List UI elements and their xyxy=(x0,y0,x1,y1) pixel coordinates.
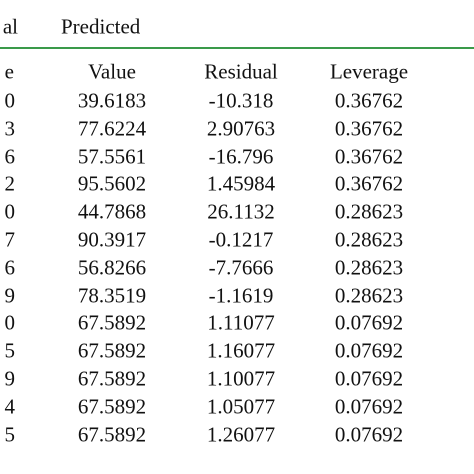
table-cell: 0.28623 xyxy=(334,199,404,224)
table-cell: 0 xyxy=(4,88,16,113)
table-cell: 67.5892 xyxy=(77,338,147,363)
table-cell: 67.5892 xyxy=(77,422,147,447)
table-cell: 90.3917 xyxy=(77,227,147,252)
table-cell: 4 xyxy=(4,394,16,419)
table-cell: 1.26077 xyxy=(206,422,276,447)
table-cell: -0.1217 xyxy=(208,227,274,252)
table-cell: 0.36762 xyxy=(334,171,404,196)
table-cell: 1.45984 xyxy=(206,171,276,196)
table-cell: 2 xyxy=(4,171,16,196)
table-cell: 2.90763 xyxy=(206,116,276,141)
header-cell: Predicted xyxy=(61,14,141,39)
table-cell: 0.07692 xyxy=(334,422,404,447)
column-header: Residual xyxy=(204,59,278,84)
column-header: Leverage xyxy=(329,59,409,84)
table-cell: 1.16077 xyxy=(206,338,276,363)
table-cell: 95.5602 xyxy=(77,171,147,196)
table-cell: 57.5561 xyxy=(77,144,147,169)
table-cell: -10.318 xyxy=(208,88,274,113)
table-cell: -16.796 xyxy=(208,144,274,169)
table-cell: 9 xyxy=(4,283,16,308)
table-cell: 26.1132 xyxy=(207,199,275,224)
table-cell: 0 xyxy=(4,199,16,224)
table-cell: 0.07692 xyxy=(334,310,404,335)
table-cell: 56.8266 xyxy=(77,255,147,280)
table-cell: 6 xyxy=(4,255,16,280)
table-cell: 7 xyxy=(4,227,16,252)
table-cell: 0.36762 xyxy=(334,144,404,169)
table-cell: 0.36762 xyxy=(334,116,404,141)
table-cell: 9 xyxy=(4,366,16,391)
table-cell: 0.36762 xyxy=(334,88,404,113)
table-cell: 0.07692 xyxy=(334,338,404,363)
table-cell: 0.07692 xyxy=(334,366,404,391)
header-cell: al xyxy=(2,14,18,39)
table-cell: 0 xyxy=(4,310,16,335)
header-rule xyxy=(0,47,474,49)
table-cell: 0.28623 xyxy=(334,255,404,280)
table-cell: 77.6224 xyxy=(77,116,147,141)
table-cell: 39.6183 xyxy=(77,88,147,113)
table-cell: 1.05077 xyxy=(206,394,276,419)
table-cell: 0.28623 xyxy=(334,283,404,308)
table-cell: 78.3519 xyxy=(77,283,147,308)
table-cell: 0.28623 xyxy=(334,227,404,252)
table-cell: -7.7666 xyxy=(208,255,274,280)
table-cell: 3 xyxy=(4,116,16,141)
table-cell: 1.10077 xyxy=(206,366,276,391)
table-cell: 67.5892 xyxy=(77,366,147,391)
table-cell: 6 xyxy=(4,144,16,169)
table-cell: -1.1619 xyxy=(208,283,274,308)
table-cell: 5 xyxy=(4,422,16,447)
table-cell: 0.07692 xyxy=(334,394,404,419)
table-cell: 44.7868 xyxy=(77,199,147,224)
column-header: Value xyxy=(88,59,136,84)
table-cell: 1.11077 xyxy=(207,310,275,335)
column-header: e xyxy=(4,59,14,84)
table-cell: 67.5892 xyxy=(77,394,147,419)
table-cell: 5 xyxy=(4,338,16,363)
table-cell: 67.5892 xyxy=(77,310,147,335)
